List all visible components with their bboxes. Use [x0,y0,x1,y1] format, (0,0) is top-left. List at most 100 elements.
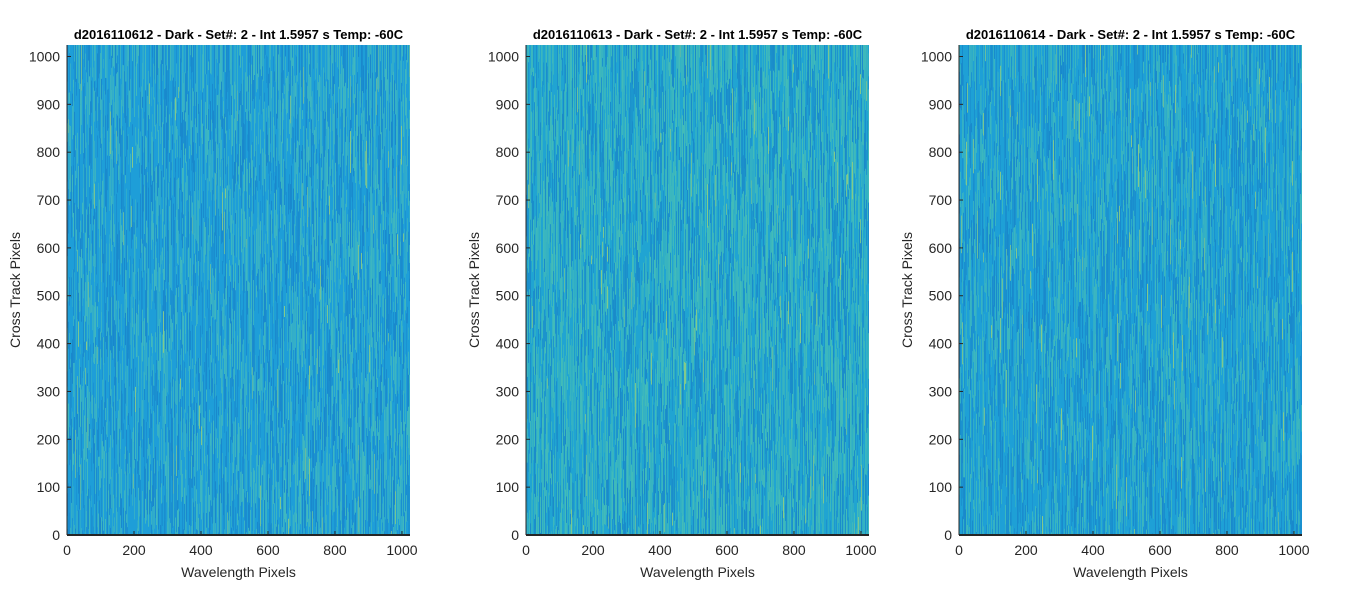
heatmap-streak [190,451,191,462]
heatmap-streak [296,250,297,263]
heatmap-streak [298,84,299,115]
heatmap-streak [300,398,301,422]
heatmap-streak [402,45,403,57]
heatmap-streak [354,126,355,172]
heatmap-streak [405,155,406,173]
heatmap-streak [405,91,406,116]
heatmap-streak [386,369,387,407]
heatmap-streak [566,522,567,535]
heatmap-streak [189,158,190,196]
heatmap-streak [567,436,568,447]
x-tick-label: 200 [122,542,146,558]
heatmap-streak [227,109,228,131]
heatmap-streak [197,503,198,531]
heatmap-streak [577,285,578,324]
heatmap-streak [303,508,304,535]
heatmap-streak [395,442,396,456]
heatmap-streak [138,355,139,387]
heatmap-streak [323,259,324,288]
heatmap-streak [105,45,106,78]
heatmap-streak [541,348,542,364]
heatmap-streak [531,381,532,422]
heatmap-streak [249,162,250,184]
heatmap-streak [142,490,143,522]
heatmap-streak [542,364,543,399]
heatmap-streak [357,449,358,474]
heatmap-streak [552,45,553,54]
heatmap-streak [313,282,314,298]
heatmap-streak [153,491,154,507]
heatmap-streak [288,420,289,460]
heatmap-streak [534,336,535,376]
heatmap-streak [549,224,550,238]
heatmap-streak [134,412,135,461]
heatmap-streak [124,520,125,535]
heatmap-streak [94,81,95,91]
heatmap-streak [220,335,221,379]
heatmap-streak [278,99,279,129]
heatmap-streak [270,111,271,144]
heatmap-streak [391,530,392,535]
heatmap-streak [196,45,197,92]
heatmap-streak [546,331,547,376]
heatmap-streak [401,236,402,270]
heatmap-streak [305,402,306,449]
heatmap-streak [299,358,300,382]
heatmap-streak [182,233,183,249]
heatmap-streak [79,475,80,510]
heatmap-streak [229,401,230,450]
heatmap-streak [392,524,393,535]
heatmap-streak [301,338,302,370]
heatmap-streak [211,154,212,201]
heatmap-streak [383,210,384,231]
heatmap-streak [217,517,218,535]
heatmap-streak [226,263,227,305]
heatmap-streak [260,363,261,388]
heatmap-streak [99,45,100,74]
heatmap-streak [387,45,388,80]
heatmap-streak [395,213,396,236]
heatmap-streak [318,402,319,421]
heatmap-streak [167,480,168,522]
heatmap-streak [238,470,239,511]
heatmap-streak [119,230,120,268]
heatmap-streak [317,45,318,63]
heatmap-streak [167,436,168,481]
heatmap-streak [405,69,406,92]
heatmap-streak [346,189,347,208]
y-tick-label: 800 [37,144,61,160]
heatmap-streak [388,333,389,342]
heatmap-streak [191,155,192,171]
heatmap-streak [533,219,534,245]
heatmap-streak [370,317,371,352]
heatmap-streak [396,404,397,442]
heatmap-streak [176,445,177,477]
heatmap-streak [142,309,143,323]
heatmap-streak [197,132,198,159]
heatmap-streak [259,455,260,479]
heatmap-streak [226,143,227,167]
heatmap-streak [335,463,336,488]
heatmap-streak [167,107,168,154]
heatmap-streak [298,496,299,535]
heatmap-streak [363,415,364,452]
heatmap-streak [546,320,547,332]
heatmap-streak [233,435,234,454]
heatmap-streak [289,507,290,529]
heatmap-streak [528,253,529,273]
heatmap-streak [406,322,407,357]
heatmap-streak [166,396,167,406]
heatmap-streak [364,484,365,527]
heatmap-streak [548,163,549,183]
heatmap-streak [324,368,325,407]
heatmap-streak [353,45,354,58]
heatmap-streak [397,255,398,270]
heatmap-streak [262,45,263,67]
heatmap-streak [110,527,111,535]
heatmap-streak [257,180,258,191]
heatmap-streak [105,77,106,95]
heatmap-streak [340,258,341,267]
heatmap-streak [540,496,541,507]
heatmap-streak [284,85,285,95]
heatmap-streak [156,224,157,242]
